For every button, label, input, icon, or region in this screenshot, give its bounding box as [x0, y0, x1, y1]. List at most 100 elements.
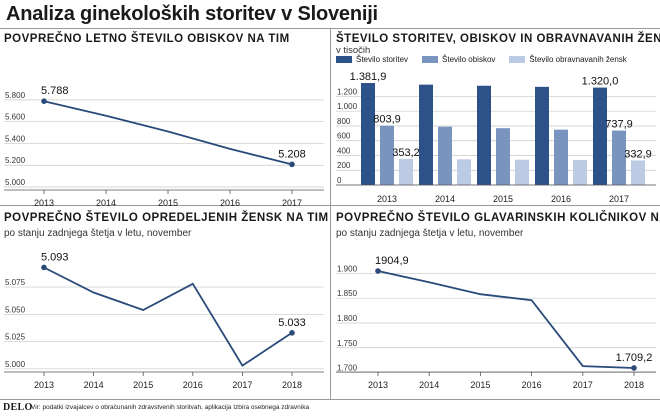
footer-divider — [0, 399, 660, 400]
data-label: 353,2 — [392, 147, 420, 159]
y-tick-label: 0 — [337, 176, 342, 185]
bar — [612, 130, 626, 185]
bar — [361, 83, 375, 185]
bar — [380, 125, 394, 185]
chart-panel-women: POVPREČNO ŠTEVILO OPREDELJENIH ŽENSK NA … — [4, 212, 328, 398]
chart-panel-visits: POVPREČNO LETNO ŠTEVILO OBISKOV NA TIM 5… — [4, 33, 324, 208]
delo-logo: DELO — [3, 402, 33, 413]
legend-swatch — [422, 56, 439, 63]
data-point — [289, 161, 295, 168]
women-line-chart: 5.000 5.025 5.050 5.075 2013 2014 2015 2016 2017… — [4, 251, 324, 390]
y-tick-label: 400 — [337, 146, 351, 155]
x-tick-label: 2016 — [220, 198, 240, 208]
bar — [457, 159, 471, 185]
bar — [535, 86, 549, 185]
x-tick-label: 2014 — [96, 198, 116, 208]
chart-legend: Število storitev Število obiskov Število… — [336, 55, 641, 64]
legend-swatch — [336, 56, 352, 63]
y-tick-label: 1.900 — [337, 264, 358, 273]
bar — [477, 85, 491, 185]
bar — [399, 158, 413, 185]
chart-panel-services: ŠTEVILO STORITEV, OBISKOV IN OBRAVNAVANI… — [336, 33, 660, 204]
data-label: 803,9 — [373, 114, 401, 126]
x-tick-label: 2017 — [282, 198, 302, 208]
x-tick-label: 2015 — [158, 198, 178, 208]
bar — [573, 160, 587, 185]
chart-title: ŠTEVILO STORITEV, OBISKOV IN OBRAVNAVANI… — [336, 33, 660, 45]
data-label: 737,9 — [605, 119, 633, 131]
legend-item-storitev: Število storitev — [336, 55, 408, 64]
x-tick-label: 2013 — [34, 380, 54, 390]
bar — [515, 159, 529, 185]
x-tick-label: 2016 — [551, 194, 571, 204]
chart-subtitle: po stanju zadnjega štetja v letu, novemb… — [336, 228, 524, 239]
y-tick-label: 800 — [337, 117, 351, 126]
data-label: 5.093 — [41, 251, 69, 263]
source-note: Vir: podatki izvajalcev o obračunanih zd… — [31, 404, 310, 411]
legend-label: Število obravnavanih žensk — [529, 55, 627, 64]
x-tick-label: 2014 — [419, 380, 439, 390]
y-tick-label: 5.200 — [5, 156, 26, 165]
y-tick-label: 5.800 — [5, 91, 26, 100]
x-tick-label: 2015 — [133, 380, 153, 390]
series-line — [43, 100, 293, 166]
bar — [438, 126, 452, 185]
data-point — [41, 98, 47, 104]
y-tick-label: 1.000 — [337, 102, 358, 111]
footer: DELO Vir: podatki izvajalcev o obračunan… — [0, 400, 660, 416]
chart-title: POVPREČNO ŠTEVILO GLAVARINSKIH KOLIČNIKO… — [336, 212, 660, 224]
series-line — [43, 266, 293, 367]
y-tick-label: 600 — [337, 132, 351, 141]
x-tick-label: 2013 — [368, 380, 388, 390]
visits-line-chart: 5.000 5.200 5.400 5.600 5.800 2013 2014 2015 201… — [4, 85, 324, 208]
x-tick-label: 2014 — [435, 194, 455, 204]
bar — [593, 87, 607, 185]
y-tick-label: 5.050 — [5, 305, 26, 314]
bar — [631, 160, 645, 185]
column-divider — [330, 28, 331, 400]
data-label: 5.033 — [278, 317, 306, 329]
x-tick-label: 2017 — [573, 380, 593, 390]
y-tick-label: 5.075 — [5, 278, 26, 287]
data-label: 1.709,2 — [616, 352, 653, 364]
y-tick-label: 5.025 — [5, 333, 26, 342]
x-tick-label: 2015 — [493, 194, 513, 204]
chart-subtitle: po stanju zadnjega štetja v letu, novemb… — [4, 228, 192, 239]
x-tick-label: 2016 — [522, 380, 542, 390]
x-tick-label: 2014 — [84, 380, 104, 390]
chart-subtitle: v tisočih — [336, 45, 371, 56]
y-tick-label: 1.750 — [337, 339, 358, 348]
bar — [554, 129, 568, 185]
y-tick-label: 1.200 — [337, 87, 358, 96]
x-tick-label: 2018 — [624, 380, 644, 390]
data-point — [375, 268, 381, 274]
bar — [496, 128, 510, 185]
x-tick-label: 2013 — [34, 198, 54, 208]
data-label: 5.788 — [41, 85, 69, 97]
legend-swatch — [509, 56, 526, 63]
y-tick-label: 5.400 — [5, 134, 26, 143]
x-tick-label: 2017 — [232, 380, 252, 390]
data-label: 1.381,9 — [350, 71, 387, 83]
page-title: Analiza ginekoloških storitev v Slovenij… — [6, 3, 378, 25]
y-tick-label: 5.000 — [5, 178, 26, 187]
y-tick-label: 5.600 — [5, 113, 26, 122]
y-tick-label: 1.700 — [337, 364, 358, 373]
chart-title: POVPREČNO ŠTEVILO OPREDELJENIH ŽENSK NA … — [4, 212, 329, 224]
x-tick-label: 2017 — [609, 194, 629, 204]
x-tick-label: 2013 — [377, 194, 397, 204]
bar — [419, 84, 433, 185]
y-tick-label: 200 — [337, 161, 351, 170]
x-tick-label: 2016 — [183, 380, 203, 390]
data-point — [289, 330, 295, 336]
capitation-line-chart: 1.700 1.750 1.800 1.850 1.900 2013 2014 2015 201… — [336, 255, 656, 390]
legend-label: Število storitev — [356, 55, 409, 64]
legend-label: Število obiskov — [442, 55, 496, 64]
data-label: 1904,9 — [375, 255, 409, 267]
y-tick-label: 5.000 — [5, 360, 26, 369]
services-bar-chart: 0 200 400 600 800 1.000 1.200 2013 2014 2015 2016 2… — [336, 71, 656, 204]
y-tick-label: 1.850 — [337, 289, 358, 298]
data-label: 5.208 — [278, 148, 306, 160]
y-tick-label: 1.800 — [337, 314, 358, 323]
x-tick-label: 2018 — [282, 380, 302, 390]
